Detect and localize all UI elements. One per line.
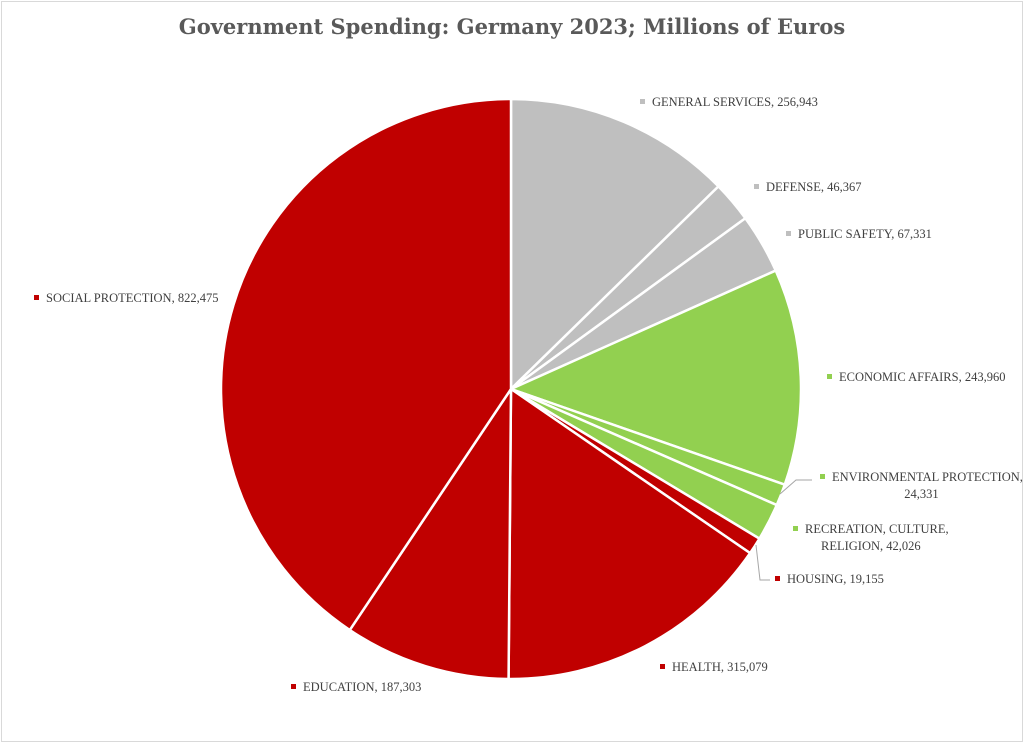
pie-slice-economic-affairs xyxy=(507,268,803,487)
data-label-text: RECREATION, CULTURE, RELIGION, 42,026 xyxy=(805,522,949,553)
legend-marker-icon xyxy=(640,98,645,104)
data-label-text: HEALTH, 315,079 xyxy=(672,660,768,674)
data-label: ECONOMIC AFFAIRS, 243,960 xyxy=(827,369,1005,386)
data-label: HEALTH, 315,079 xyxy=(660,659,768,676)
data-label: RECREATION, CULTURE, RELIGION, 42,026 xyxy=(793,521,949,555)
data-label: GENERAL SERVICES, 256,943 xyxy=(640,94,818,111)
data-label: DEFENSE, 46,367 xyxy=(754,179,862,196)
data-label: SOCIAL PROTECTION, 822,475 xyxy=(34,290,218,307)
data-label-text: GENERAL SERVICES, 256,943 xyxy=(652,95,818,109)
legend-marker-icon xyxy=(34,294,39,300)
legend-marker-icon xyxy=(775,575,780,581)
data-label-text: HOUSING, 19,155 xyxy=(787,572,884,586)
data-label-text: EDUCATION, 187,303 xyxy=(303,680,422,694)
chart-title: Government Spending: Germany 2023; Milli… xyxy=(178,14,846,39)
data-label-text: DEFENSE, 46,367 xyxy=(766,180,862,194)
legend-marker-icon xyxy=(820,473,825,479)
pie-slice-social-protection xyxy=(219,97,513,632)
pie-slice-general-services xyxy=(509,97,721,392)
legend-marker-icon xyxy=(793,525,798,531)
data-label-text: SOCIAL PROTECTION, 822,475 xyxy=(46,291,219,305)
leader-line xyxy=(755,544,770,581)
legend-marker-icon xyxy=(786,230,791,236)
data-label: HOUSING, 19,155 xyxy=(775,571,884,588)
pie-slice-health xyxy=(507,386,752,681)
data-label-text: ENVIRONMENTAL PROTECTION, 24,331 xyxy=(832,470,1023,501)
leader-line xyxy=(779,479,812,495)
pie-slice-education xyxy=(348,384,513,681)
data-label-text: ECONOMIC AFFAIRS, 243,960 xyxy=(839,370,1006,384)
legend-marker-icon xyxy=(827,373,832,379)
legend-marker-icon xyxy=(291,683,296,689)
data-label: PUBLIC SAFETY, 67,331 xyxy=(786,226,932,243)
data-label-text: PUBLIC SAFETY, 67,331 xyxy=(798,227,932,241)
data-label: EDUCATION, 187,303 xyxy=(291,679,421,696)
data-label: ENVIRONMENTAL PROTECTION, 24,331 xyxy=(820,469,1023,503)
legend-marker-icon xyxy=(660,663,665,669)
legend-marker-icon xyxy=(754,183,759,189)
